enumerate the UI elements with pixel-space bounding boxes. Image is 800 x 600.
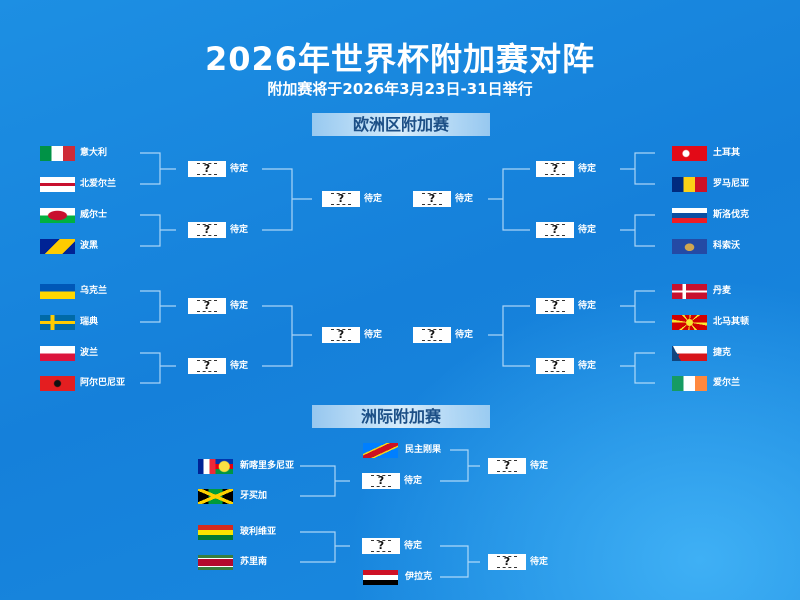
pending-slot-icon[interactable]: ? [536, 222, 574, 238]
team-name: 民主刚果 [405, 445, 442, 455]
team-name: 乌克兰 [80, 286, 108, 296]
pending-label: 待定 [578, 225, 597, 235]
iq-flag-icon [363, 570, 398, 585]
team-name: 北马其顿 [713, 317, 750, 327]
pending-slot-icon[interactable]: ? [188, 358, 226, 374]
team-name: 罗马尼亚 [713, 179, 750, 189]
team-name: 瑞典 [80, 317, 99, 327]
pending-slot-icon[interactable]: ? [362, 473, 400, 489]
sr-flag-icon [198, 555, 233, 570]
team-name: 捷克 [713, 348, 732, 358]
team-name: 意大利 [80, 148, 108, 158]
team-name: 北爱尔兰 [80, 179, 117, 189]
team-name: 斯洛伐克 [713, 210, 750, 220]
team-name: 新喀里多尼亚 [240, 461, 295, 471]
pending-label: 待定 [230, 301, 249, 311]
pending-label: 待定 [578, 164, 597, 174]
dk-flag-icon [672, 284, 707, 299]
ua-flag-icon [40, 284, 75, 299]
pending-slot-icon[interactable]: ? [488, 458, 526, 474]
mk-flag-icon [672, 315, 707, 330]
page-title: 2026年世界杯附加赛对阵 [204, 40, 596, 78]
pending-slot-icon[interactable]: ? [536, 358, 574, 374]
pending-label: 待定 [455, 194, 474, 204]
team-name: 威尔士 [80, 210, 108, 220]
pending-slot-icon[interactable]: ? [413, 327, 451, 343]
pending-slot-icon[interactable]: ? [536, 161, 574, 177]
team-name: 丹麦 [713, 286, 732, 296]
al-flag-icon [40, 376, 75, 391]
pending-slot-icon[interactable]: ? [488, 554, 526, 570]
pending-slot-icon[interactable]: ? [322, 191, 360, 207]
team-name: 玻利维亚 [240, 527, 277, 537]
pending-label: 待定 [230, 164, 249, 174]
cz-flag-icon [672, 346, 707, 361]
sk-flag-icon [672, 208, 707, 223]
europe-section-header: 欧洲区附加赛 [312, 113, 490, 136]
pending-label: 待定 [578, 301, 597, 311]
pending-label: 待定 [364, 330, 383, 340]
pending-slot-icon[interactable]: ? [413, 191, 451, 207]
intercontinental-section-header: 洲际附加赛 [312, 405, 490, 428]
team-name: 爱尔兰 [713, 378, 741, 388]
pending-label: 待定 [530, 461, 549, 471]
pending-label: 待定 [404, 476, 423, 486]
team-name: 科索沃 [713, 241, 741, 251]
team-name: 苏里南 [240, 557, 268, 567]
pending-label: 待定 [578, 361, 597, 371]
nir-flag-icon [40, 177, 75, 192]
jm-flag-icon [198, 489, 233, 504]
pending-label: 待定 [530, 557, 549, 567]
team-name: 波兰 [80, 348, 99, 358]
se-flag-icon [40, 315, 75, 330]
wal-flag-icon [40, 208, 75, 223]
pending-slot-icon[interactable]: ? [188, 161, 226, 177]
pending-slot-icon[interactable]: ? [536, 298, 574, 314]
team-name: 土耳其 [713, 148, 741, 158]
tr-flag-icon [672, 146, 707, 161]
cd-flag-icon [363, 443, 398, 458]
team-name: 牙买加 [240, 491, 268, 501]
xk-flag-icon [672, 239, 707, 254]
ro-flag-icon [672, 177, 707, 192]
bo-flag-icon [198, 525, 233, 540]
pending-label: 待定 [404, 541, 423, 551]
pending-label: 待定 [230, 225, 249, 235]
pending-slot-icon[interactable]: ? [322, 327, 360, 343]
team-name: 波黑 [80, 241, 99, 251]
pending-label: 待定 [455, 330, 474, 340]
pending-label: 待定 [230, 361, 249, 371]
ie-flag-icon [672, 376, 707, 391]
bih-flag-icon [40, 239, 75, 254]
pending-slot-icon[interactable]: ? [362, 538, 400, 554]
page-subtitle: 附加赛将于2026年3月23日-31日举行 [267, 80, 533, 98]
pending-label: 待定 [364, 194, 383, 204]
team-name: 阿尔巴尼亚 [80, 378, 126, 388]
team-name: 伊拉克 [405, 572, 433, 582]
nc-flag-icon [198, 459, 233, 474]
it-flag-icon [40, 146, 75, 161]
pl-flag-icon [40, 346, 75, 361]
pending-slot-icon[interactable]: ? [188, 222, 226, 238]
pending-slot-icon[interactable]: ? [188, 298, 226, 314]
